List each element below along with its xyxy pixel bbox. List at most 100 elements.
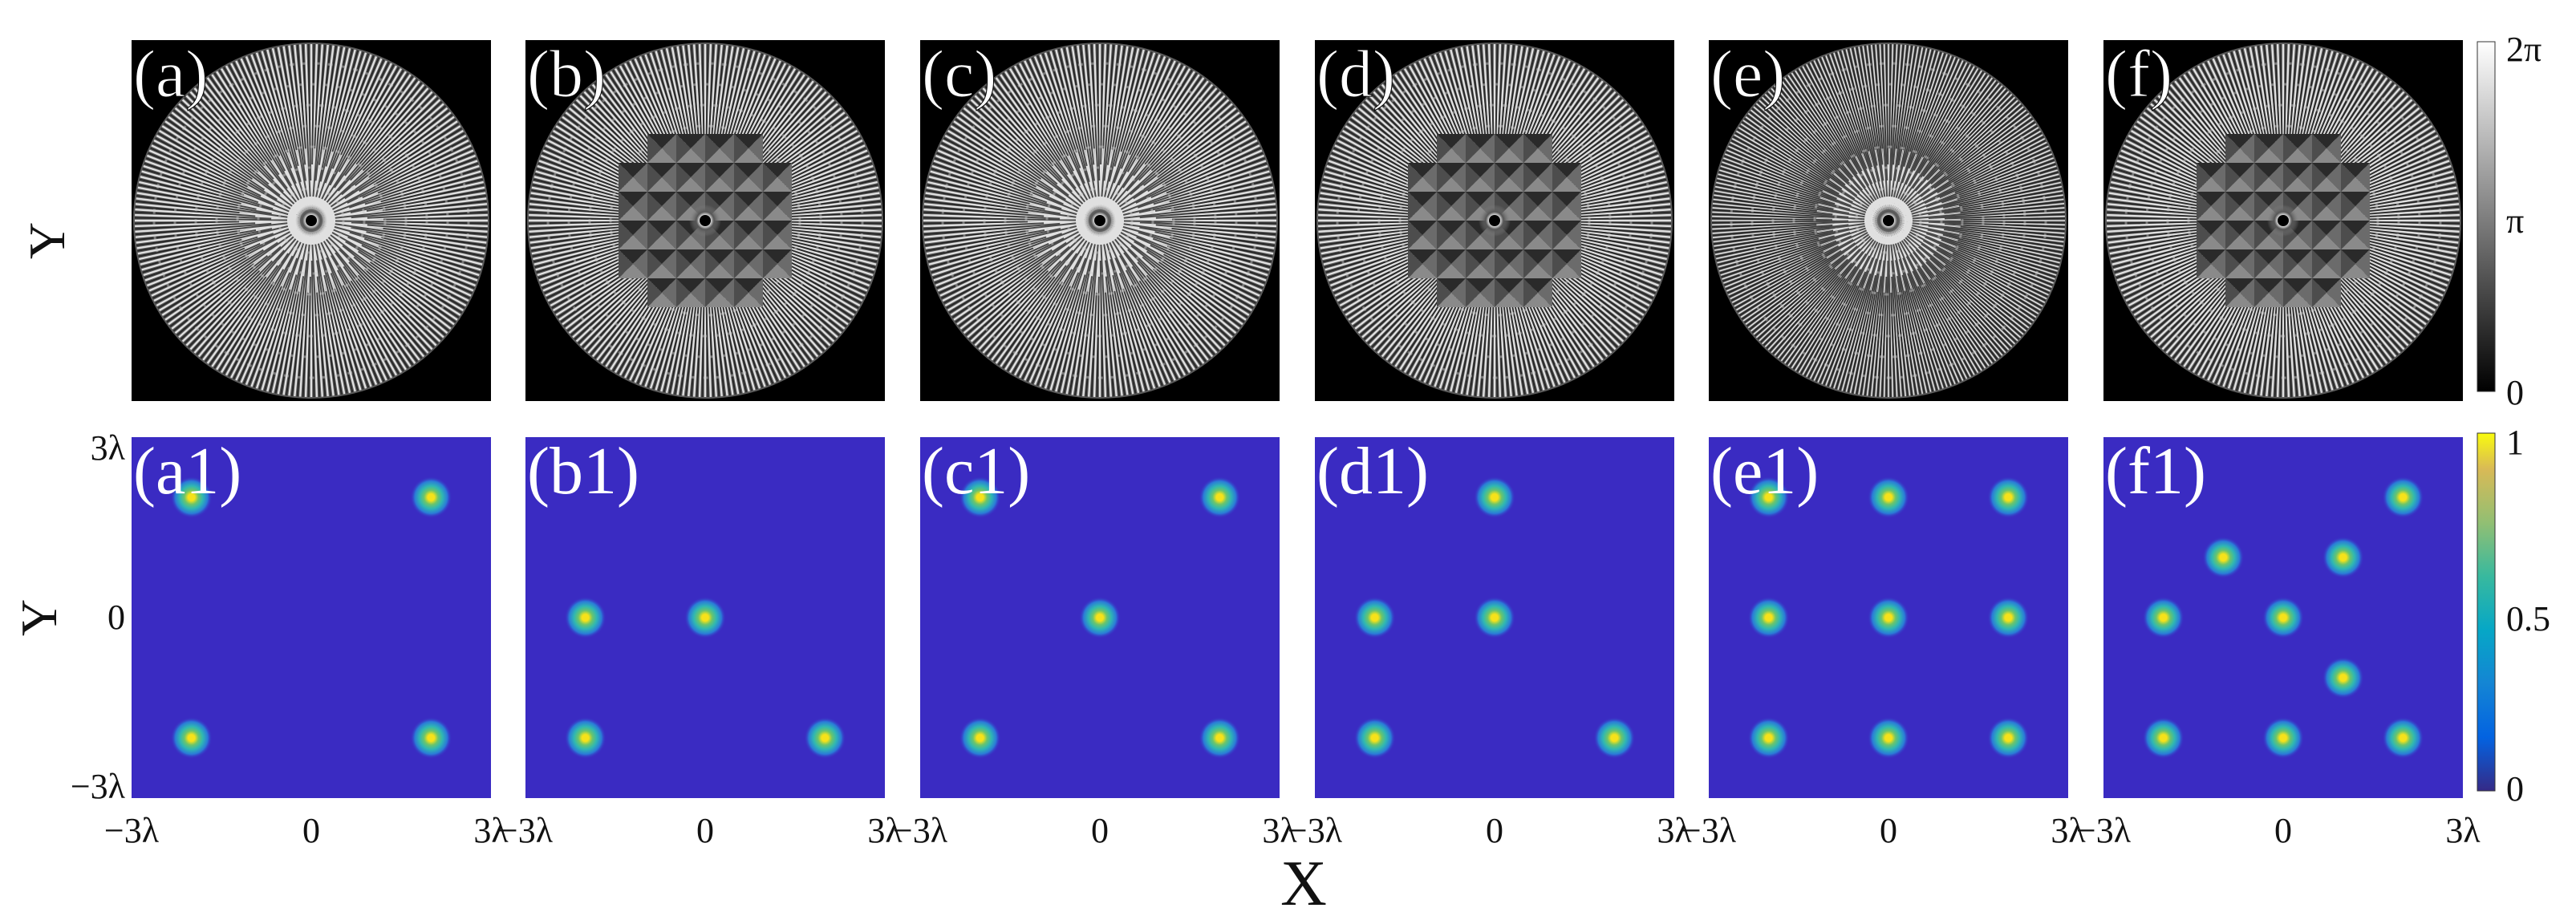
intensity-row: (a1) −3λ 0 3λ (b1) −3λ 0 3λ (c1) −3λ 0 3λ (d1) −3λ 0 3λ…	[71, 428, 2481, 850]
x-tick-label: −3λ	[498, 811, 554, 850]
focal-spot-core	[1491, 493, 1499, 501]
x-tick-label: −3λ	[1681, 811, 1737, 850]
focal-spot-core	[1371, 614, 1379, 622]
phase-mask-panel: (c)	[920, 37, 1280, 401]
phase-colorbar	[2477, 41, 2496, 392]
focal-spot-core	[1884, 614, 1892, 622]
panel-label: (f)	[2105, 37, 2172, 111]
panel-label: (b1)	[527, 434, 639, 509]
panel-label: (e1)	[1710, 434, 1819, 509]
intensity-tick-0.5: 0.5	[2506, 599, 2550, 638]
x-tick-label: 0	[696, 811, 714, 850]
phase-mask-panel: (b)	[525, 37, 885, 401]
panel-label: (c1)	[922, 434, 1030, 509]
focal-spot-core	[427, 493, 435, 501]
intensity-panel: (d1) −3λ 0 3λ	[1288, 434, 1692, 850]
phase-mask-panel: (a)	[132, 37, 491, 401]
x-tick-label: 0	[1091, 811, 1109, 850]
focal-spot-core	[821, 734, 829, 742]
focal-spot-core	[2399, 493, 2407, 501]
intensity-tick-0: 0	[2506, 769, 2524, 809]
phase-tick-2pi: 2π	[2506, 30, 2542, 69]
y-tick-label: 0	[108, 598, 125, 637]
focal-spot-core	[2339, 553, 2347, 561]
focal-spot-core	[1765, 734, 1773, 742]
focal-spot-core	[1610, 734, 1618, 742]
focal-spot-core	[2339, 674, 2347, 682]
panel-label: (f1)	[2105, 434, 2206, 509]
panel-label: (c)	[922, 37, 996, 111]
focal-spot-core	[1096, 614, 1104, 622]
focal-spot-core	[2160, 734, 2168, 742]
focal-spot-core	[2399, 734, 2407, 742]
focal-spot-core	[2160, 614, 2168, 622]
focal-spot-core	[188, 493, 196, 501]
bottom-row-y-axis-label: Y	[10, 599, 67, 636]
y-tick-label: −3λ	[71, 767, 126, 806]
x-tick-label: 3λ	[1262, 811, 1297, 850]
focal-spot-core	[1215, 734, 1223, 742]
focal-spot-core	[976, 734, 984, 742]
phase-mask-core-pattern	[2197, 134, 2370, 307]
phase-mask-panel: (f)	[2103, 37, 2463, 401]
phase-mask-panel: (d)	[1315, 37, 1674, 401]
intensity-tick-1: 1	[2506, 423, 2524, 462]
focal-spot-core	[2219, 553, 2227, 561]
x-tick-label: 3λ	[867, 811, 903, 850]
x-tick-label: −3λ	[2076, 811, 2132, 850]
x-tick-label: 0	[1880, 811, 1897, 850]
panel-label: (d1)	[1316, 434, 1429, 509]
phase-mask-core-pattern	[619, 134, 792, 307]
focal-spot-core	[188, 734, 196, 742]
focal-spot-core	[2279, 614, 2287, 622]
intensity-panel: (c1) −3λ 0 3λ	[893, 434, 1297, 850]
focal-spot-core	[976, 493, 984, 501]
focal-spot-core	[2004, 493, 2012, 501]
panel-label: (b)	[527, 37, 606, 111]
x-tick-label: 3λ	[473, 811, 509, 850]
phase-mask-spokes	[134, 43, 489, 398]
focal-spot-core	[2004, 734, 2012, 742]
focal-spot-core	[2004, 614, 2012, 622]
focal-spot-core	[1371, 734, 1379, 742]
focal-spot-core	[427, 734, 435, 742]
focal-spot-core	[1884, 734, 1892, 742]
focal-spot-core	[1884, 493, 1892, 501]
focal-spot-core	[1215, 493, 1223, 501]
x-tick-label: −3λ	[893, 811, 948, 850]
intensity-panel: (a1) −3λ 0 3λ	[104, 434, 509, 850]
phase-mask-panel: (e)	[1709, 37, 2068, 401]
panel-label: (a)	[133, 37, 208, 111]
phase-tick-pi: π	[2506, 201, 2524, 241]
intensity-panel: (e1) −3λ 0 3λ	[1681, 434, 2086, 850]
phase-mask-row: (a) (b) (c) (d) (e) (f)	[132, 37, 2463, 401]
focal-spot-core	[2279, 734, 2287, 742]
x-axis-label: X	[1280, 849, 1327, 916]
panel-label: (d)	[1316, 37, 1395, 111]
x-tick-label: 0	[1486, 811, 1503, 850]
phase-mask-core-pattern	[1408, 134, 1581, 307]
x-tick-label: −3λ	[104, 811, 160, 850]
phase-mask-spokes	[923, 43, 1277, 398]
x-tick-label: 3λ	[1657, 811, 1692, 850]
phase-tick-0: 0	[2506, 373, 2524, 412]
x-tick-label: 0	[302, 811, 320, 850]
focal-spot-core	[1765, 614, 1773, 622]
intensity-panel: (f1) −3λ 0 3λ	[2076, 434, 2481, 850]
focal-spot-core	[701, 614, 709, 622]
x-tick-label: 0	[2274, 811, 2292, 850]
phase-mask-spokes	[1711, 43, 2066, 398]
focal-spot-core	[1491, 614, 1499, 622]
focal-spot-core	[582, 614, 590, 622]
x-tick-label: 3λ	[2445, 811, 2481, 850]
focal-spot-core	[582, 734, 590, 742]
intensity-panel: (b1) −3λ 0 3λ	[498, 434, 903, 850]
panel-label: (a1)	[133, 434, 241, 509]
intensity-colorbar	[2477, 432, 2496, 792]
x-tick-label: −3λ	[1288, 811, 1343, 850]
panel-label: (e)	[1710, 37, 1785, 111]
x-tick-label: 3λ	[2051, 811, 2086, 850]
top-row-y-axis-label: Y	[18, 222, 75, 259]
focal-spot-core	[1765, 493, 1773, 501]
